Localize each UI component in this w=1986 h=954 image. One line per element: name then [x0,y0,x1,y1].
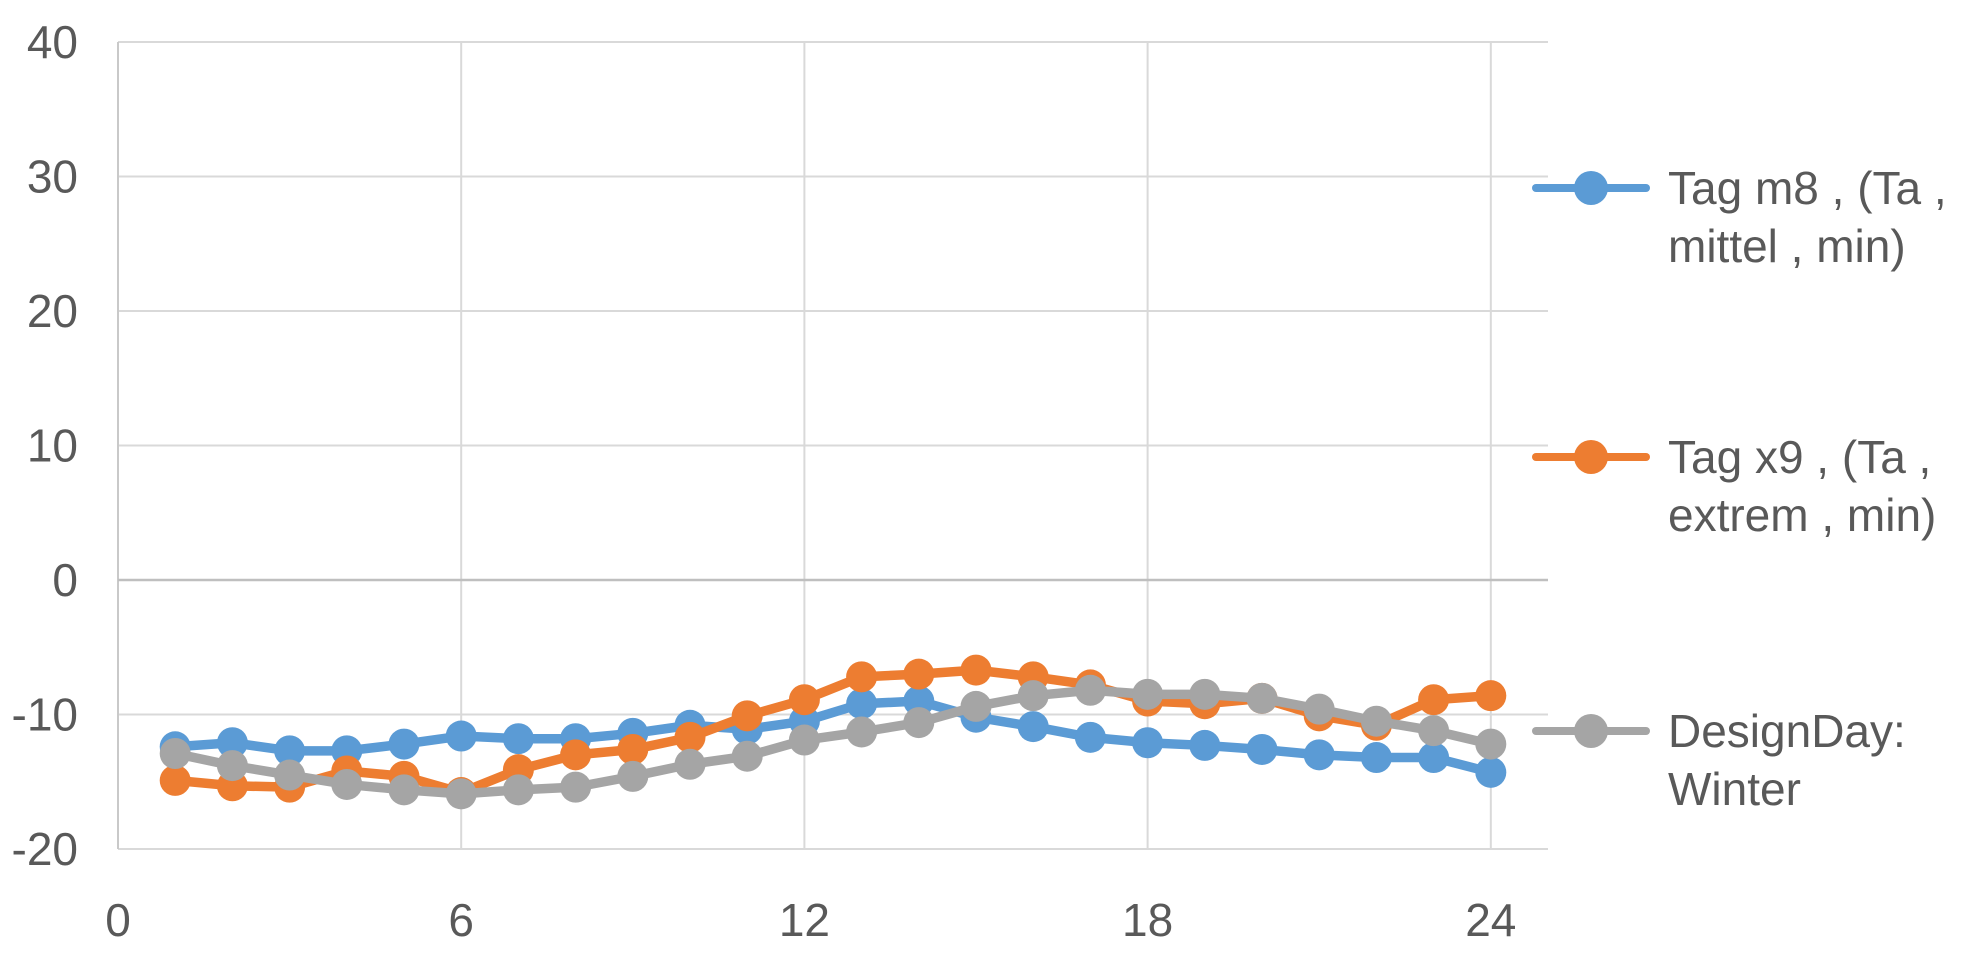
data-point-marker [1475,756,1507,788]
data-point-marker [502,723,534,755]
legend-item-tag-x9: Tag x9 , (Ta , extrem , min) [1532,428,1986,544]
data-point-marker [560,771,592,803]
data-point-marker [502,774,534,806]
data-point-marker [1303,739,1335,771]
data-point-marker [960,654,992,686]
chart-legend: Tag m8 , (Ta , mittel , min) Tag x9 , (T… [1532,0,1982,954]
x-axis-tick-label: 0 [105,894,131,946]
y-axis-tick-label: -20 [12,823,78,875]
gridlines [117,41,1548,850]
data-point-marker [1132,727,1164,759]
data-point-marker [960,690,992,722]
data-point-marker [1475,728,1507,760]
x-axis-tick-label: 6 [448,894,474,946]
data-point-marker [388,728,420,760]
y-axis-tick-label: 20 [27,285,78,337]
data-point-marker [1074,674,1106,706]
y-axis-tick-label: 0 [52,554,78,606]
data-point-marker [1189,678,1221,710]
data-point-marker [1418,742,1450,774]
data-point-marker [159,738,191,770]
data-point-marker [674,748,706,780]
y-axis-tick-label: -10 [12,689,78,741]
data-point-marker [445,778,477,810]
data-point-marker [1418,715,1450,747]
y-axis-tick-label: 30 [27,151,78,203]
data-point-marker [617,733,649,765]
data-point-marker [1246,733,1278,765]
data-point-marker [1246,682,1278,714]
data-point-marker [560,739,592,771]
data-point-marker [788,724,820,756]
legend-item-label: DesignDay: Winter [1668,705,1906,815]
data-point-marker [159,764,191,796]
legend-item-designday-winter: DesignDay: Winter [1532,702,1986,818]
data-point-marker [216,750,248,782]
x-axis-tick-label: 12 [779,894,830,946]
data-point-marker [1360,742,1392,774]
series-2-line [159,674,1507,810]
data-point-marker [445,720,477,752]
legend-line-dot-icon [1532,159,1650,217]
data-point-marker [1017,680,1049,712]
data-point-marker [1303,693,1335,725]
y-axis-tick-label: 10 [27,420,78,472]
x-axis-tick-label: 24 [1465,894,1516,946]
data-point-marker [331,768,363,800]
data-point-marker [674,721,706,753]
data-point-marker [274,759,306,791]
legend-line-dot-icon [1532,428,1650,486]
data-point-marker [1475,680,1507,712]
data-point-marker [846,716,878,748]
data-point-marker [903,707,935,739]
data-point-marker [903,658,935,690]
data-point-marker [1074,721,1106,753]
x-axis-tick-label: 18 [1122,894,1173,946]
legend-line-dot-icon [1532,702,1650,760]
legend-item-label: Tag m8 , (Ta , mittel , min) [1668,162,1947,272]
axis-tick-labels: 40 30 20 10 0 -10 -20 0 6 12 18 24 [12,16,1517,946]
data-point-marker [731,700,763,732]
y-axis-tick-label: 40 [27,16,78,68]
data-point-marker [1418,684,1450,716]
data-point-marker [216,727,248,759]
legend-item-label: Tag x9 , (Ta , extrem , min) [1668,431,1937,541]
data-point-marker [1017,711,1049,743]
data-point-marker [388,774,420,806]
data-point-marker [846,688,878,720]
data-point-marker [846,661,878,693]
data-point-marker [617,760,649,792]
data-point-marker [1189,729,1221,761]
legend-item-tag-m8: Tag m8 , (Ta , mittel , min) [1532,159,1986,275]
data-point-marker [274,735,306,767]
data-point-marker [788,684,820,716]
data-point-marker [1132,678,1164,710]
data-point-marker [731,740,763,772]
data-point-marker [903,685,935,717]
data-point-marker [1360,705,1392,737]
